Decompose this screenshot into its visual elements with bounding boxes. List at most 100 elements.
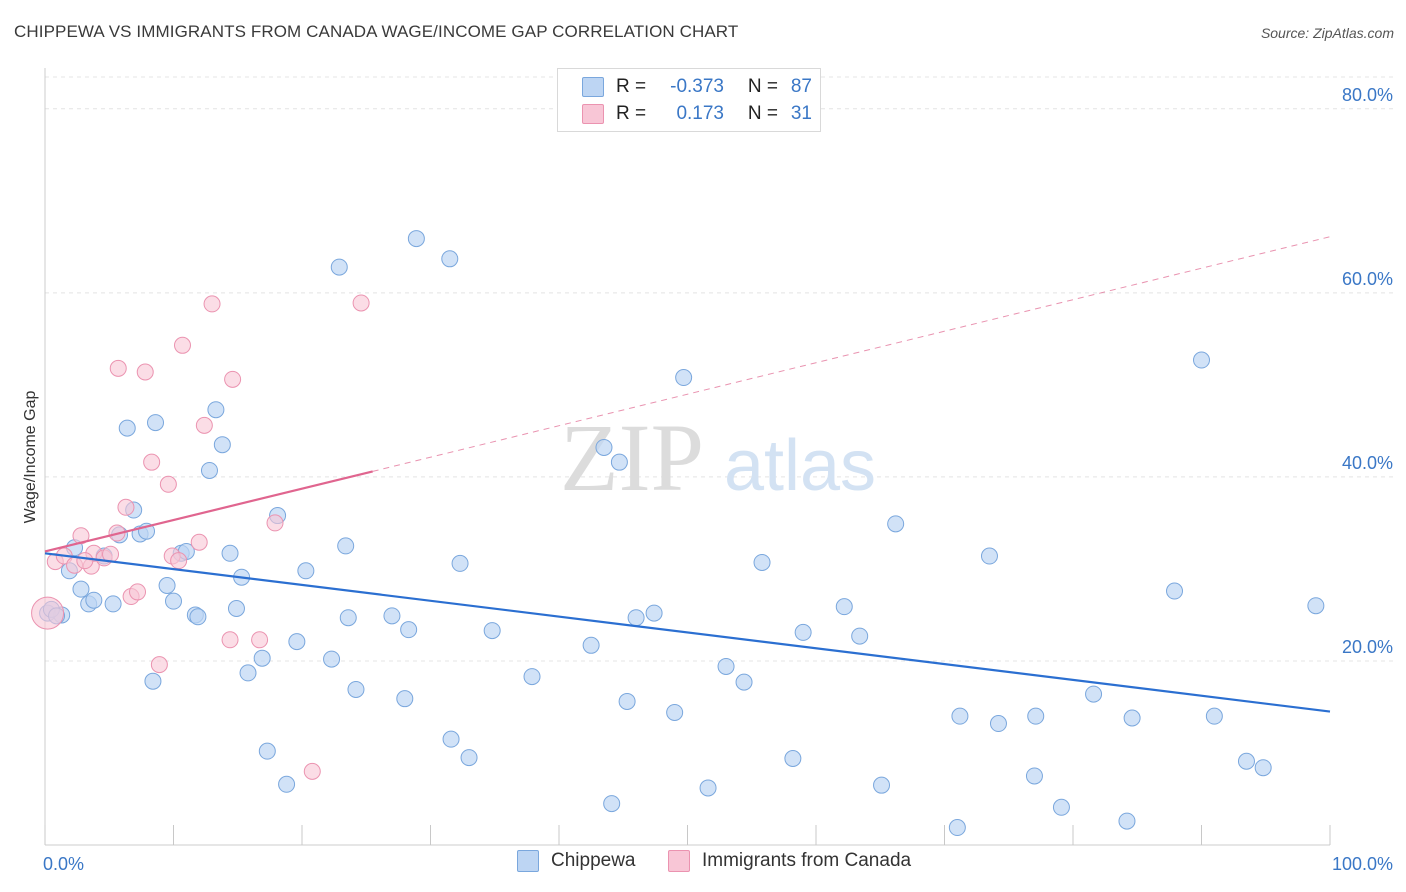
chippewa-point [347, 680, 365, 698]
chippewa-point [207, 401, 225, 419]
y-tick-label: 60.0% [1342, 269, 1393, 289]
legend-swatch-canada [668, 850, 690, 872]
chippewa-point [200, 461, 218, 479]
legend-r-value: -0.373 [670, 76, 724, 97]
x-tick-label: 0.0% [43, 854, 84, 874]
watermark-atlas: atlas [724, 426, 876, 506]
canada-point [109, 359, 127, 377]
legend-n-label: N = [747, 76, 778, 97]
y-tick-label: 20.0% [1342, 637, 1393, 657]
watermark: ZIP atlas [560, 404, 876, 511]
chippewa-point [873, 776, 891, 794]
legend-label-chippewa: Chippewa [551, 850, 636, 871]
chippewa-point [666, 703, 684, 721]
chippewa-point [442, 730, 460, 748]
chippewa-point [441, 250, 459, 268]
trend-line-chippewa [44, 552, 1331, 713]
series-canada-points [31, 294, 370, 780]
chippewa-point [258, 742, 276, 760]
legend-n-value: 31 [790, 103, 812, 124]
chippewa-point [582, 636, 600, 654]
chippewa-point [753, 553, 771, 571]
chippewa-point [400, 621, 418, 639]
chippewa-point [627, 609, 645, 627]
chippewa-point [794, 623, 812, 641]
y-tick-labels: 20.0% 40.0% 60.0% 80.0% [1342, 85, 1393, 657]
chippewa-point [1052, 798, 1070, 816]
canada-point [352, 294, 370, 312]
chippewa-point [989, 715, 1007, 733]
chippewa-point [699, 779, 717, 797]
legend-r-label: R = [616, 76, 647, 97]
chippewa-point [1205, 707, 1223, 725]
chippewa-point [835, 598, 853, 616]
chippewa-point [278, 775, 296, 793]
chippewa-point [675, 369, 693, 387]
canada-point [136, 363, 154, 381]
legend-n-label: N = [747, 103, 778, 124]
canada-point [76, 552, 94, 570]
legend-swatch-canada [582, 104, 604, 124]
canada-point [221, 631, 239, 649]
chippewa-point [980, 547, 998, 565]
y-tick-label: 80.0% [1342, 85, 1393, 105]
chippewa-point [717, 657, 735, 675]
chippewa-point [951, 707, 969, 725]
chippewa-point [483, 622, 501, 640]
canada-point [190, 533, 208, 551]
canada-point [303, 762, 321, 780]
chippewa-point [297, 562, 315, 580]
canada-point [224, 370, 242, 388]
chippewa-point [1254, 759, 1272, 777]
correlation-legend: R = -0.373 N = 87 R = 0.173 N = 31 [557, 68, 821, 132]
chippewa-point [887, 515, 905, 533]
chippewa-point [460, 749, 478, 767]
chippewa-point [1123, 709, 1141, 727]
legend-swatch-chippewa [517, 850, 539, 872]
watermark-zip: ZIP [560, 404, 704, 511]
chippewa-point [407, 230, 425, 248]
canada-point [31, 596, 65, 630]
canada-point [173, 336, 191, 354]
x-tick-labels: 0.0% 100.0% [43, 854, 1393, 874]
chippewa-point [323, 650, 341, 668]
canada-point [159, 475, 177, 493]
chippewa-point [72, 580, 90, 598]
legend-n-value: 87 [790, 76, 812, 97]
chippewa-point [1237, 752, 1255, 770]
canada-point [129, 583, 147, 601]
chippewa-point [851, 627, 869, 645]
chippewa-point [1025, 767, 1043, 785]
chippewa-point [144, 672, 162, 690]
legend-row-canada: R = 0.173 N = 31 [558, 101, 812, 127]
legend-label-canada: Immigrants from Canada [702, 850, 912, 871]
legend-r-value: 0.173 [676, 103, 724, 124]
chippewa-point [1027, 707, 1045, 725]
chippewa-point [189, 608, 207, 626]
chippewa-point [1193, 351, 1210, 369]
chippewa-point [288, 633, 306, 651]
series-legend: Chippewa Immigrants from Canada [0, 850, 1406, 878]
chippewa-point [165, 592, 182, 610]
chippewa-point [221, 544, 239, 562]
chippewa-point [337, 537, 355, 555]
chippewa-point [158, 576, 176, 594]
canada-point [72, 527, 90, 545]
chippewa-point [523, 668, 541, 686]
canada-point [143, 453, 161, 471]
chippewa-point [1307, 597, 1325, 615]
x-tick-label: 100.0% [1332, 854, 1393, 874]
chippewa-point [253, 649, 271, 667]
canada-point [117, 498, 135, 516]
canada-point [170, 552, 188, 570]
canada-point [195, 416, 213, 434]
chippewa-point [227, 599, 245, 617]
axes [44, 68, 1331, 846]
trend-line-canada [44, 470, 373, 553]
chippewa-point [213, 436, 231, 454]
legend-row-chippewa: R = -0.373 N = 87 [558, 74, 812, 100]
canada-point [203, 295, 221, 313]
legend-swatch-chippewa [582, 77, 604, 97]
source-credit: Source: ZipAtlas.com [1260, 25, 1394, 41]
